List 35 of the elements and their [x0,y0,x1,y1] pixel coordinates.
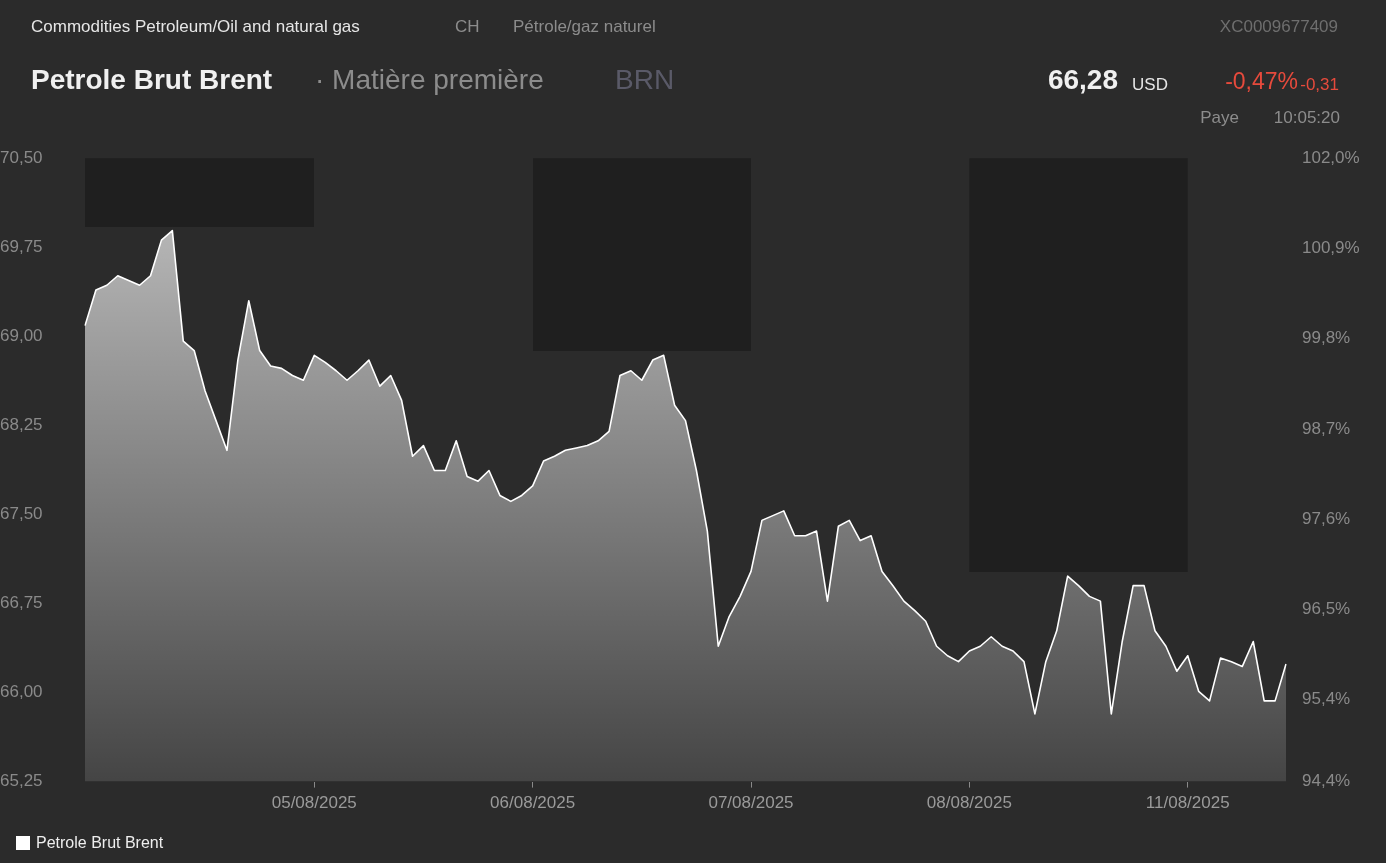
text: -0,47% [1225,68,1298,95]
y2-tick-label: 102,0% [1302,147,1360,167]
y2-tick-label: 94,4% [1302,771,1351,791]
y2-tick-label: 98,7% [1302,418,1351,438]
x-tick-label: 07/08/2025 [708,793,794,813]
y2-tick-label: 95,4% [1302,689,1351,709]
text: Pétrole/gaz naturel [513,17,656,37]
text: USD [1132,75,1168,95]
text: XC0009677409 [1219,17,1338,37]
text: Commodities Petroleum/Oil and natural gas [31,17,360,37]
y2-tick-label: 100,9% [1302,238,1360,258]
y-tick-label: 65,25 [0,771,43,791]
chart-title: Petrole Brut Brent [31,64,273,96]
y-tick-label: 68,25 [0,415,43,435]
x-tick-label: 05/08/2025 [271,793,357,813]
y-tick-label: 66,75 [0,593,43,613]
text: 10:05:20 [1273,108,1340,128]
text: CH [455,17,480,37]
legend-label: Petrole Brut Brent [36,834,164,852]
chart-subtitle: · Matière première [315,64,544,96]
y-tick-label: 66,00 [0,682,43,702]
text: Paye [1200,108,1239,128]
y2-tick-label: 96,5% [1302,599,1351,619]
y-tick-label: 67,50 [0,504,43,524]
text: -0,31 [1300,75,1339,95]
x-tick-label: 08/08/2025 [926,793,1012,813]
y-tick-label: 69,00 [0,326,43,345]
text: 66,28 [1047,64,1118,96]
y-tick-label: 70,50 [0,147,43,167]
y2-tick-label: 97,6% [1302,508,1351,528]
x-tick-label: 06/08/2025 [490,793,576,813]
text: BRN [615,64,675,96]
x-tick-label: 11/08/2025 [1145,793,1230,813]
y-tick-label: 69,75 [0,236,43,256]
y2-tick-label: 99,8% [1302,328,1351,348]
